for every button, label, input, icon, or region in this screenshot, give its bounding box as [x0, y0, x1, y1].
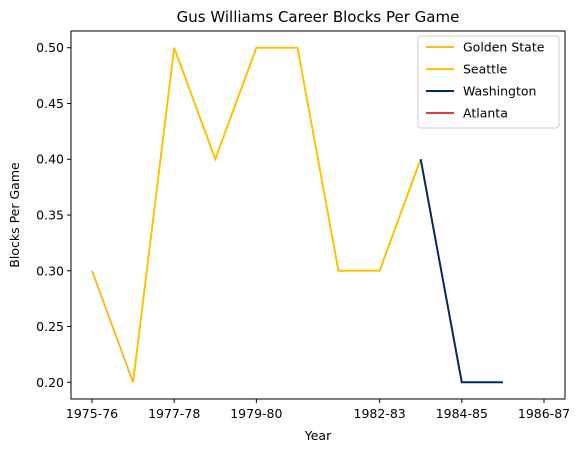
series-line-golden-state — [91, 270, 135, 383]
x-tick-label: 1984-85 — [436, 406, 488, 421]
x-tick-label: 1975-76 — [66, 406, 118, 421]
y-tick-label: 0.25 — [36, 319, 64, 334]
x-tick-label: 1979-80 — [230, 406, 282, 421]
y-tick-label: 0.40 — [36, 152, 64, 167]
chart-title: Gus Williams Career Blocks Per Game — [177, 8, 460, 26]
y-tick-label: 0.30 — [36, 263, 64, 278]
y-tick-label: 0.35 — [36, 208, 64, 223]
series-line-seattle — [132, 46, 422, 383]
x-axis: 1975-76 1977-78 1979-80 1982-83 1984-85 1986-… — [66, 399, 570, 421]
y-tick-label: 0.50 — [36, 40, 64, 55]
legend-label: Seattle — [463, 62, 508, 77]
legend-box — [417, 35, 560, 129]
series-layer — [91, 46, 503, 384]
y-axis-label: Blocks Per Game — [7, 162, 22, 268]
x-tick-label: 1982-83 — [354, 406, 406, 421]
y-axis: 0.20 0.25 0.30 0.35 0.40 0.45 0.50 — [36, 40, 71, 390]
legend-label: Washington — [463, 84, 536, 99]
y-tick-label: 0.20 — [36, 375, 64, 390]
legend-label: Golden State — [463, 40, 545, 55]
x-tick-label: 1986-87 — [518, 406, 570, 421]
legend: Golden State Seattle Washington Atlanta — [417, 35, 560, 129]
legend-label: Atlanta — [463, 106, 508, 121]
series-line-washington — [419, 159, 503, 384]
x-tick-label: 1977-78 — [148, 406, 200, 421]
x-axis-label: Year — [304, 428, 332, 443]
y-tick-label: 0.45 — [36, 96, 64, 111]
